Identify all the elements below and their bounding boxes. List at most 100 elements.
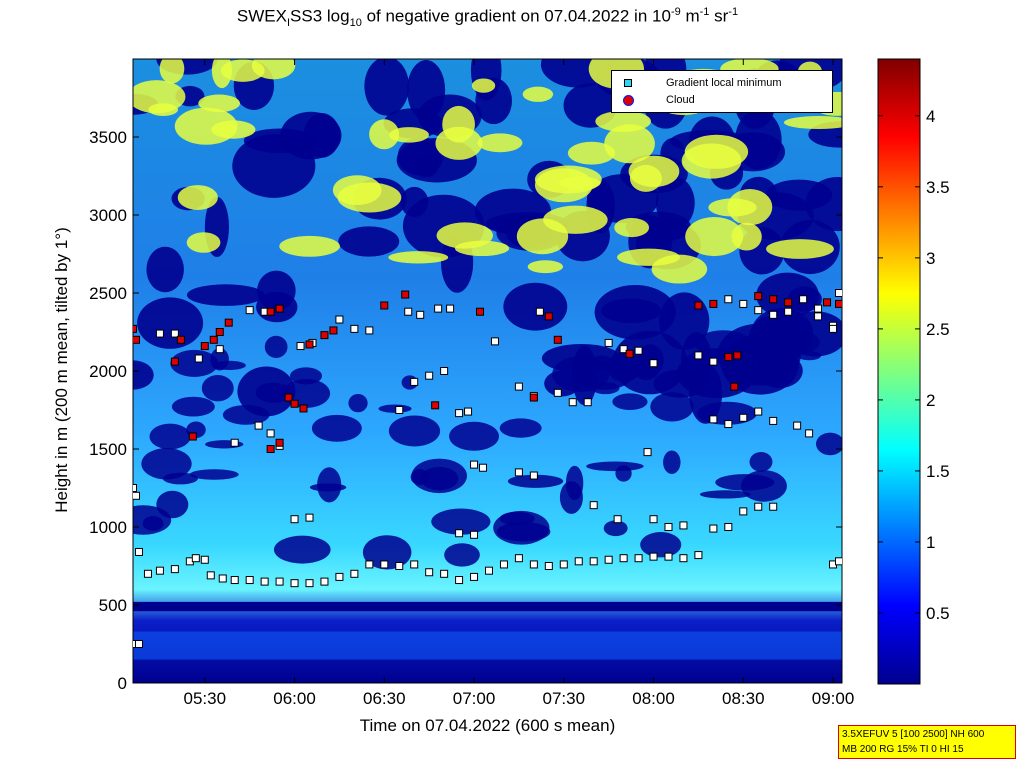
parameter-line-1: 3.5XEFUV 5 [100 2500] NH 600 [842, 729, 985, 740]
cloud-point [754, 292, 763, 301]
gradient-minimum-point [134, 640, 143, 648]
marker-layer [133, 289, 842, 648]
parameter-line-2: MB 200 RG 15% TI 0 HI 15 [842, 744, 964, 755]
gradient-minimum-point [133, 484, 137, 492]
heatmap-blob [708, 198, 757, 217]
heatmap-blob [449, 421, 499, 451]
heatmap-blob [255, 382, 292, 403]
heatmap-blob [493, 510, 550, 545]
heatmap-blob [174, 107, 238, 145]
cloud-point [476, 307, 485, 316]
cloud-point [724, 352, 733, 361]
gradient-minimum-point [143, 569, 152, 578]
colorbar-tick-label: 3 [926, 249, 935, 268]
gradient-minimum-point [200, 555, 209, 564]
cloud-point [290, 399, 299, 408]
x-tick-label: 07:00 [453, 689, 496, 708]
heatmap-blob [201, 375, 234, 402]
heatmap-blob [805, 177, 842, 232]
heatmap-blob [628, 155, 680, 188]
heatmap-blob [651, 254, 708, 284]
cloud-point [176, 335, 185, 344]
cloud-point [544, 312, 553, 321]
y-tick-label: 1000 [89, 518, 127, 537]
heatmap-blob [149, 423, 191, 450]
cloud-point [733, 351, 742, 360]
gradient-minimum-point [275, 577, 284, 586]
gradient-minimum-point [416, 310, 425, 319]
colorbar [877, 58, 921, 685]
gradient-minimum-point [350, 569, 359, 578]
gradient-minimum-point [604, 338, 613, 347]
heatmap-blob [761, 328, 820, 356]
heatmap-blob [280, 111, 342, 160]
colorbar-axis: 0.5 1 1.5 2 2.5 3 3.5 4 [878, 107, 950, 623]
gradient-minimum-point [799, 295, 808, 304]
heatmap-blob [444, 543, 480, 567]
y-tick-label: 3000 [89, 206, 127, 225]
heatmap-blob [650, 392, 694, 422]
cloud-point [209, 335, 218, 344]
heatmap-blob [699, 490, 751, 499]
gradient-minimum-point [254, 421, 263, 430]
heatmap-blob [565, 465, 584, 501]
x-tick-label: 05:30 [184, 689, 227, 708]
gradient-minimum-point [619, 554, 628, 563]
heatmap-blob [388, 251, 449, 264]
cloud-point [380, 301, 389, 310]
x-tick-label: 06:30 [363, 689, 406, 708]
gradient-minimum-point [634, 346, 643, 355]
gradient-minimum-point [544, 562, 553, 570]
gradient-minimum-point [260, 577, 269, 586]
gradient-minimum-point [535, 307, 544, 316]
gradient-minimum-point [155, 329, 164, 338]
heatmap-blob [388, 415, 441, 447]
gradient-minimum-point [410, 560, 419, 569]
y-tick-label: 0 [118, 674, 127, 693]
heatmap-blob [614, 217, 650, 238]
cloud-point [266, 307, 275, 316]
cloud-point [275, 438, 284, 447]
heatmap-blob [279, 235, 340, 257]
colorbar-tick-label: 1 [926, 533, 935, 552]
x-tick-label: 06:00 [273, 689, 316, 708]
gradient-minimum-point [245, 306, 254, 315]
gradient-minimum-point [206, 571, 215, 580]
y-tick-label: 500 [99, 596, 127, 615]
heatmap-blob [471, 78, 496, 93]
heatmap-blob [454, 240, 510, 257]
gradient-minimum-point [724, 295, 733, 304]
heatmap-blob [273, 535, 331, 564]
heatmap-blob [477, 133, 523, 153]
cloud-point [694, 301, 703, 310]
heatmap-blob [567, 141, 616, 165]
heatmap-band [133, 631, 842, 660]
heatmap-blob [749, 452, 773, 472]
gradient-minimum-point [793, 421, 802, 430]
heatmap-blob [612, 393, 648, 411]
gradient-minimum-point [679, 521, 688, 530]
gradient-minimum-point [643, 448, 652, 457]
gradient-minimum-point [814, 304, 823, 313]
gradient-minimum-point [664, 523, 673, 531]
heatmap-blob [543, 205, 608, 234]
x-tick-label: 07:30 [543, 689, 586, 708]
gradient-minimum-point [694, 551, 703, 560]
heatmap-blob [731, 222, 762, 251]
gradient-minimum-point [404, 307, 413, 316]
heatmap-blob [411, 458, 467, 494]
heatmap-blob [681, 143, 742, 179]
legend-label-minimum: Gradient local minimum [666, 77, 782, 89]
heatmap-blob [640, 532, 682, 558]
gradient-minimum-point [290, 579, 299, 588]
gradient-minimum-point [553, 388, 562, 397]
gradient-minimum-point [365, 326, 374, 335]
colorbar-tick-label: 4 [926, 107, 935, 126]
gradient-minimum-point [266, 429, 275, 438]
heatmap-blob [558, 176, 601, 190]
gradient-minimum-point [835, 289, 842, 297]
heatmap-blob [407, 60, 446, 121]
cloud-point [730, 382, 739, 391]
gradient-minimum-point [634, 554, 643, 563]
gradient-minimum-point [484, 566, 493, 575]
